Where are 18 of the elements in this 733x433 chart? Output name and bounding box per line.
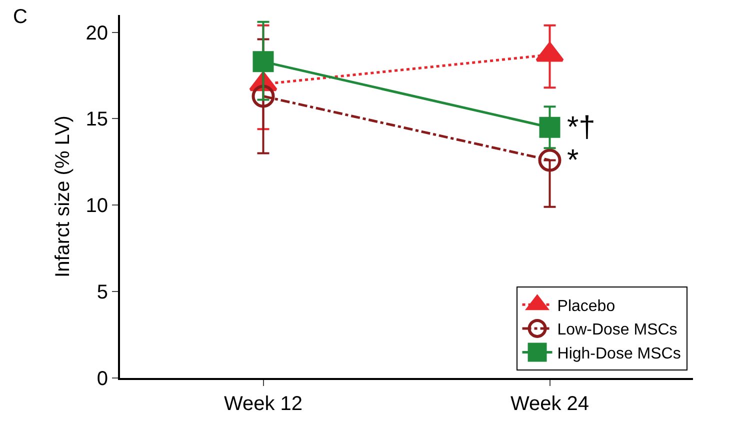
x-tick-label: Week 12 xyxy=(224,393,303,415)
legend-label: High-Dose MSCs xyxy=(557,345,681,362)
legend-label: Low-Dose MSCs xyxy=(557,322,678,339)
point xyxy=(538,148,562,172)
point xyxy=(252,84,275,108)
point xyxy=(252,51,274,72)
y-tick-label: 5 xyxy=(96,282,108,304)
x-tick-label: Week 24 xyxy=(510,393,590,415)
annotation: *† xyxy=(567,111,596,144)
y-tick-label: 0 xyxy=(96,368,108,390)
annotation: * xyxy=(567,144,579,177)
chart-title: C xyxy=(13,6,28,28)
y-tick-label: 10 xyxy=(86,195,108,218)
legend-label: Placebo xyxy=(557,298,616,315)
y-tick-label: 15 xyxy=(86,108,108,131)
y-tick-label: 20 xyxy=(86,22,108,44)
point xyxy=(539,116,560,138)
y-axis-title: Infarct size (% LV) xyxy=(52,116,74,278)
